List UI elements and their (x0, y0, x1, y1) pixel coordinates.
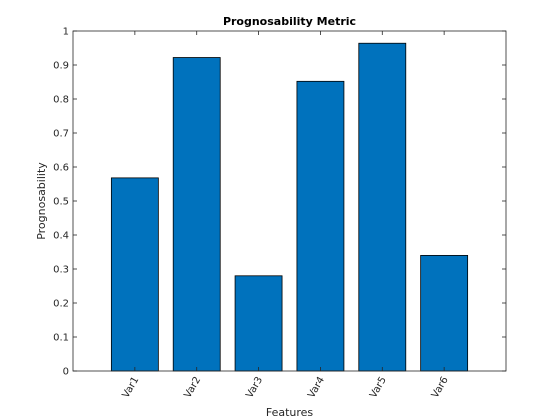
bar-var4 (296, 80, 345, 372)
x-tick-label: Var4 (306, 375, 327, 400)
y-tick-label: 0.3 (53, 265, 69, 276)
x-tick-label: Var1 (121, 375, 142, 400)
y-tick-label: 0.1 (53, 333, 69, 344)
y-tick-label: 0.6 (53, 163, 69, 174)
y-tick-label: 0.4 (53, 231, 69, 242)
y-tick-label: 0.5 (53, 197, 69, 208)
y-tick-label: 0.9 (53, 61, 69, 72)
y-tick-label: 0.2 (53, 299, 69, 310)
y-axis-label: Prognosability (35, 162, 48, 240)
x-axis-label: Features (266, 406, 314, 419)
x-tick-label: Var3 (244, 375, 265, 400)
y-tick-label: 1 (63, 27, 69, 38)
bar-var3 (234, 275, 283, 372)
chart-title: Prognosability Metric (223, 15, 356, 28)
y-ticks-group: 0 0.1 0.2 0.3 0.4 0.5 0.6 0.7 0.8 0.9 1 (53, 27, 506, 378)
y-tick-label: 0.7 (53, 129, 69, 140)
bar-var5 (358, 42, 407, 372)
bar-var2 (172, 57, 221, 372)
bar-var6 (420, 254, 469, 372)
y-tick-label: 0.8 (53, 95, 69, 106)
bars-group (110, 42, 469, 372)
bar-var1 (110, 177, 159, 372)
plot-frame (72, 30, 507, 372)
x-tick-label: Var2 (182, 375, 203, 400)
x-tick-label: Var5 (368, 375, 389, 400)
y-tick-label: 0 (63, 367, 69, 378)
x-tick-label: Var6 (430, 375, 451, 400)
